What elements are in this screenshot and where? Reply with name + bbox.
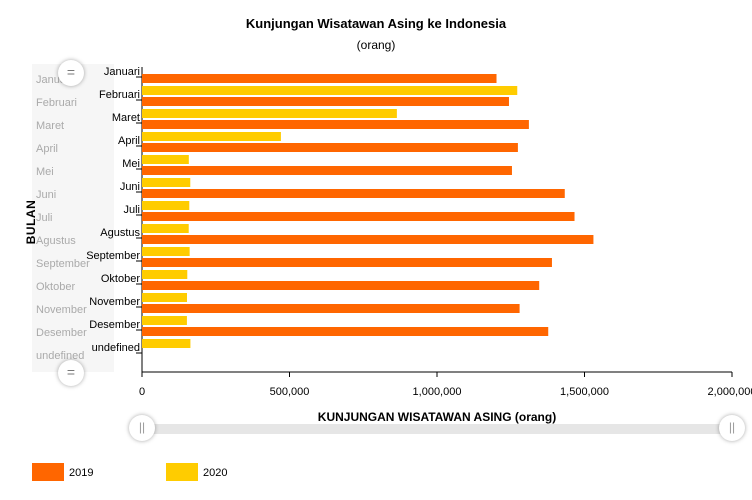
y-scroll-handle-top[interactable]: = — [58, 60, 84, 86]
y-tick-label: Mei — [122, 158, 140, 170]
chart-title: Kunjungan Wisatawan Asing ke Indonesia — [245, 16, 507, 31]
bar-2019 — [142, 258, 552, 267]
x-axis-label: KUNJUNGAN WISATAWAN ASING (orang) — [317, 410, 557, 424]
drag-handle-icon: = — [66, 64, 76, 80]
x-tick-label: 0 — [139, 386, 145, 398]
drag-handle-icon: || — [728, 420, 736, 434]
scroll-label: Maret — [36, 120, 65, 132]
bar-2020 — [142, 224, 189, 233]
scroll-label: September — [36, 258, 90, 270]
x-tick-label: 1,500,000 — [560, 386, 609, 398]
bar-2019 — [142, 212, 575, 221]
bar-2020 — [142, 201, 190, 210]
bar-2020 — [142, 109, 397, 118]
scroll-label: Oktober — [36, 281, 76, 293]
scroll-label: Mei — [36, 166, 54, 178]
legend-swatch — [32, 463, 64, 481]
bar-2020 — [142, 293, 187, 302]
y-tick-label: Maret — [112, 112, 140, 124]
scroll-label: Agustus — [36, 235, 76, 247]
scroll-label: Februari — [36, 97, 77, 109]
scroll-label: November — [36, 304, 87, 316]
bar-2020 — [142, 316, 187, 325]
y-tick-label: Agustus — [100, 227, 140, 239]
x-scroll-handle-left[interactable]: || — [129, 415, 155, 441]
y-tick-label: Desember — [89, 319, 140, 331]
y-scrollbar-preview[interactable]: Januari Februari Maret April Mei Juni Ju… — [32, 64, 114, 372]
bar-2020 — [142, 178, 191, 187]
y-tick-label: April — [118, 135, 140, 147]
y-axis-label: BULAN — [24, 199, 38, 245]
scroll-label: Juli — [36, 212, 53, 224]
drag-handle-icon: || — [138, 420, 146, 434]
drag-handle-icon: = — [66, 364, 76, 380]
x-scrollbar[interactable] — [142, 424, 732, 434]
bar-2019 — [142, 304, 520, 313]
x-tick-label: 500,000 — [270, 386, 310, 398]
bar-2019 — [142, 120, 529, 129]
scroll-label: Desember — [36, 327, 87, 339]
x-scroll-handle-right[interactable]: || — [719, 415, 745, 441]
bar-2019 — [142, 235, 594, 244]
bar-2019 — [142, 143, 518, 152]
bar-2020 — [142, 132, 281, 141]
chart-subtitle: (orang) — [356, 38, 396, 52]
y-tick-label: Juni — [120, 181, 140, 193]
bar-2020 — [142, 155, 189, 164]
bar-2019 — [142, 74, 497, 83]
y-tick-label: Oktober — [101, 273, 140, 285]
x-tick-label: 2,000,000 — [708, 386, 752, 398]
x-tick-label: 1,000,000 — [413, 386, 462, 398]
y-tick-label: November — [89, 296, 140, 308]
bar-2019 — [142, 327, 549, 336]
y-tick-label: September — [86, 250, 140, 262]
y-tick-label: Januari — [104, 66, 140, 78]
scroll-label: Juni — [36, 189, 57, 201]
legend-swatch — [166, 463, 198, 481]
y-tick-label: Juli — [123, 204, 140, 216]
bar-2019 — [142, 166, 512, 175]
bar-2020 — [142, 270, 188, 279]
y-tick-label: undefined — [92, 342, 140, 354]
scroll-label: April — [36, 143, 59, 155]
legend-label: 2019 — [69, 467, 94, 479]
bar-2020 — [142, 247, 190, 256]
legend-label: 2020 — [203, 467, 228, 479]
bar-2019 — [142, 281, 540, 290]
scroll-label: undefined — [36, 350, 85, 362]
y-scroll-handle-bottom[interactable]: = — [58, 360, 84, 386]
bar-2020 — [142, 339, 191, 348]
y-tick-label: Februari — [99, 89, 140, 101]
bar-2019 — [142, 97, 509, 106]
bar-2020 — [142, 86, 518, 95]
bar-2019 — [142, 189, 565, 198]
